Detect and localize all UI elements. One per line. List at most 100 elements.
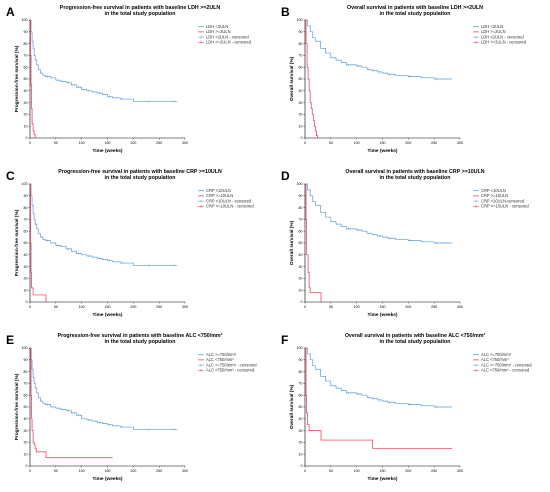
y-tick-label: 50 [24, 241, 28, 245]
x-axis-label: Time (weeks) [92, 148, 122, 154]
x-tick-label: 100 [354, 469, 360, 473]
y-tick-label: 100 [297, 182, 303, 186]
legend-label: CRP >=10ULN - censored [206, 204, 254, 209]
x-tick-label: 100 [79, 305, 85, 309]
x-tick-label: 250 [156, 469, 162, 473]
panel-title: in the total study population [105, 175, 176, 181]
y-tick-label: 30 [299, 101, 303, 105]
y-axis-label: Progression-free survival (%) [14, 209, 20, 276]
x-tick-label: 150 [380, 469, 386, 473]
series-line-blue [305, 183, 453, 244]
y-tick-label: 80 [299, 42, 303, 46]
legend-label: ALC <750/mm³ - censored [481, 368, 530, 373]
x-tick-label: 300 [182, 469, 188, 473]
x-tick-label: 100 [79, 469, 85, 473]
y-tick-label: 40 [299, 89, 303, 93]
y-tick-label: 100 [22, 346, 28, 350]
y-tick-label: 40 [299, 417, 303, 421]
y-tick-label: 90 [299, 358, 303, 362]
x-tick-label: 150 [380, 141, 386, 145]
x-tick-label: 0 [29, 305, 31, 309]
y-tick-label: 60 [24, 393, 28, 397]
legend-label: CRP >=10ULN [206, 193, 233, 198]
x-tick-label: 200 [405, 305, 411, 309]
legend-label: LDH <2ULN [481, 24, 503, 29]
x-axis-label: Time (weeks) [92, 312, 122, 318]
legend-label: LDH >=2ULN [206, 29, 231, 34]
panel-title: in the total study population [380, 175, 451, 181]
y-tick-label: 40 [299, 253, 303, 257]
series-line-red [305, 183, 322, 302]
x-axis-label: Time (weeks) [367, 312, 397, 318]
y-tick-label: 30 [299, 265, 303, 269]
y-tick-label: 20 [24, 277, 28, 281]
series-line-blue [305, 19, 453, 80]
panel-title: Progression-free survival in patients wi… [60, 5, 221, 11]
x-tick-label: 200 [130, 305, 136, 309]
y-tick-label: 60 [299, 393, 303, 397]
x-tick-label: 200 [405, 141, 411, 145]
y-axis-label: Progression-free survival (%) [14, 45, 20, 112]
x-tick-label: 50 [329, 469, 333, 473]
legend-label: LDH <2ULN [206, 24, 228, 29]
x-tick-label: 300 [457, 141, 463, 145]
x-tick-label: 200 [405, 469, 411, 473]
y-tick-label: 70 [24, 382, 28, 386]
x-tick-label: 200 [130, 469, 136, 473]
panel-d: D Overall survival in patients with basel… [281, 169, 529, 318]
panel-letter: E [6, 333, 14, 347]
y-tick-label: 20 [299, 277, 303, 281]
y-tick-label: 70 [24, 54, 28, 58]
y-tick-label: 70 [299, 54, 303, 58]
y-tick-label: 40 [24, 253, 28, 257]
y-tick-label: 10 [299, 452, 303, 456]
panel-title: Progression-free survival in patients wi… [58, 333, 223, 339]
y-tick-label: 90 [299, 194, 303, 198]
x-tick-label: 100 [354, 141, 360, 145]
panel-letter: B [281, 5, 290, 19]
x-tick-label: 250 [431, 305, 437, 309]
x-tick-label: 50 [54, 469, 58, 473]
y-tick-label: 30 [24, 101, 28, 105]
legend-label: ALC >=750/mm³ [206, 352, 237, 357]
x-tick-label: 300 [182, 305, 188, 309]
panel-title: in the total study population [380, 11, 451, 17]
legend-label: CRP >=10ULN - censored [481, 204, 529, 209]
x-tick-label: 250 [156, 141, 162, 145]
legend-label: CRP <10ULN [481, 188, 506, 193]
y-tick-label: 90 [299, 30, 303, 34]
y-tick-label: 0 [26, 464, 28, 468]
legend-label: ALC >=750/mm³ - censored [206, 362, 257, 367]
y-tick-label: 90 [24, 30, 28, 34]
panel-letter: D [281, 169, 290, 183]
panel-title: in the total study population [105, 339, 176, 345]
y-tick-label: 60 [24, 229, 28, 233]
x-tick-label: 50 [54, 141, 58, 145]
x-tick-label: 150 [105, 469, 111, 473]
panel-title: Progression-free survival in patients wi… [58, 169, 222, 175]
y-tick-label: 20 [299, 441, 303, 445]
series-line-red [305, 347, 453, 449]
y-tick-label: 90 [24, 358, 28, 362]
panel-b: B Overall survival in patients with basel… [281, 5, 527, 154]
y-tick-label: 10 [299, 288, 303, 292]
x-tick-label: 150 [380, 305, 386, 309]
y-tick-label: 50 [299, 241, 303, 245]
y-tick-label: 80 [24, 370, 28, 374]
y-tick-label: 40 [24, 417, 28, 421]
x-tick-label: 300 [457, 305, 463, 309]
x-tick-label: 0 [304, 305, 306, 309]
panel-a: A Progression-free survival in patients w… [6, 5, 252, 154]
y-axis-label: Overall survival (%) [289, 56, 295, 101]
x-tick-label: 250 [156, 305, 162, 309]
legend-label: LDH <2ULN - censored [206, 34, 249, 39]
y-tick-label: 70 [24, 218, 28, 222]
y-axis-label: Progression-free survival (%) [14, 373, 20, 440]
y-tick-label: 80 [299, 206, 303, 210]
y-axis-label: Overall survival (%) [289, 220, 295, 265]
legend-label: LDH <2ULN - censored [481, 34, 524, 39]
y-tick-label: 0 [301, 136, 303, 140]
legend-label: LDH >=2ULN - censored [481, 40, 527, 45]
legend-label: CRP <10ULN - censored [206, 198, 252, 203]
